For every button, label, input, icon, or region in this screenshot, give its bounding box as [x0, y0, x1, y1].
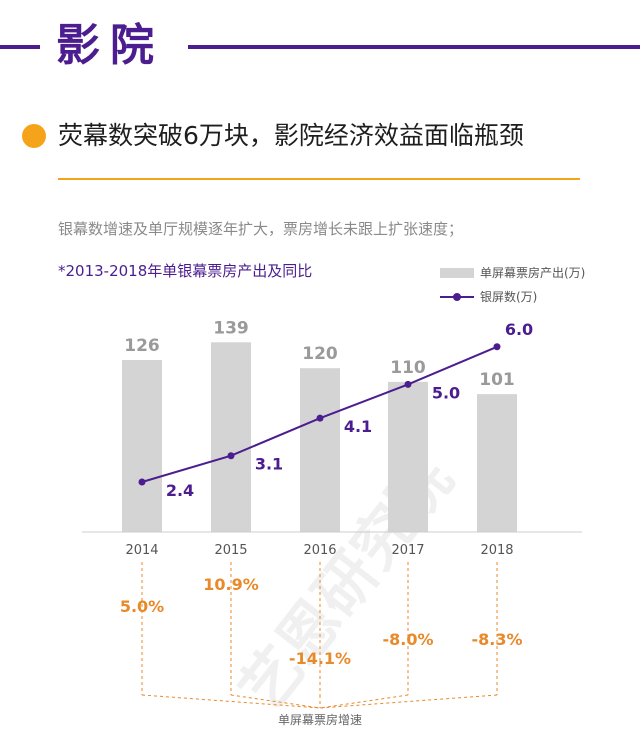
bar-value-label: 110	[390, 358, 426, 378]
growth-value-label: -14.1%	[289, 649, 351, 668]
screens-point	[493, 343, 501, 351]
x-tick-label: 2016	[303, 543, 336, 558]
bar-value-label: 101	[479, 370, 515, 390]
title-line-right	[188, 45, 640, 49]
growth-value-label: 10.9%	[203, 575, 259, 594]
screens-value-label: 2.4	[166, 481, 194, 500]
screens-point	[316, 414, 324, 422]
screens-value-label: 4.1	[344, 417, 372, 436]
description: 银幕数增速及单厅规模逐年扩大，票房增长未跟上扩张速度；	[58, 220, 464, 238]
x-tick-label: 2015	[214, 543, 247, 558]
screens-value-label: 5.0	[432, 383, 460, 402]
legend-bar: 单屏幕票房产出(万)	[440, 264, 585, 281]
bar-value-label: 126	[124, 336, 160, 356]
chart-subtitle: *2013-2018年单银幕票房产出及同比	[58, 262, 313, 280]
growth-value-label: -8.0%	[382, 630, 433, 649]
bar-2018	[477, 394, 517, 532]
growth-connector-diagonal	[230, 694, 321, 709]
bar-2016	[300, 368, 340, 532]
growth-connector-diagonal	[319, 694, 409, 709]
x-tick-label: 2017	[391, 543, 424, 558]
section-title: 影院	[56, 20, 164, 71]
growth-value-label: -8.3%	[471, 630, 522, 649]
x-tick-label: 2018	[480, 543, 513, 558]
bar-2017	[388, 381, 428, 532]
legend-line: 银屏数(万)	[440, 288, 537, 305]
legend-line-swatch	[440, 290, 474, 304]
headline: 荧幕数突破6万块，影院经济效益面临瓶颈	[58, 121, 524, 150]
bar-value-label: 120	[302, 344, 338, 364]
legend-bar-label: 单屏幕票房产出(万)	[480, 266, 586, 280]
legend-bar-swatch	[440, 267, 474, 278]
growth-value-label: 5.0%	[120, 597, 164, 616]
bar-2014	[122, 360, 162, 532]
screens-value-label: 3.1	[255, 455, 283, 474]
bullet-dot	[22, 124, 46, 148]
growth-caption: 单屏幕票房增速	[277, 713, 362, 727]
legend-line-label: 银屏数(万)	[480, 290, 538, 304]
screens-point	[138, 478, 146, 486]
bar-value-label: 139	[213, 318, 249, 338]
bar-2015	[211, 342, 251, 532]
title-line-left	[0, 45, 40, 49]
x-tick-label: 2014	[125, 543, 158, 558]
screens-point	[227, 452, 235, 460]
headline-divider	[58, 178, 580, 180]
screens-value-label: 6.0	[505, 320, 533, 339]
growth-connector-diagonal	[319, 694, 498, 709]
watermark-text: 艺恩研究院	[227, 445, 467, 724]
screens-point	[404, 380, 412, 388]
